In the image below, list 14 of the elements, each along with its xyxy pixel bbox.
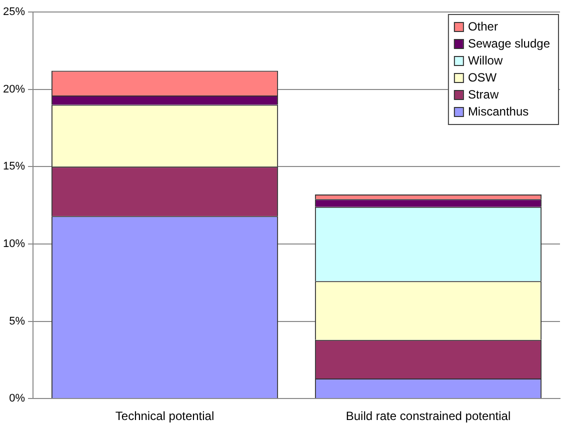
x-tick-label: Technical potential	[115, 409, 214, 424]
legend-label: OSW	[468, 70, 498, 84]
y-tick-label: 20%	[2, 83, 26, 96]
x-tick-label: Build rate constrained potential	[346, 409, 511, 424]
y-tick-label: 15%	[2, 160, 26, 173]
legend-label: Other	[468, 19, 498, 34]
legend-label: Willow	[468, 53, 503, 68]
y-tick-label: 10%	[2, 238, 26, 250]
y-tick-label: 25%	[2, 6, 26, 18]
legend-label: Straw	[468, 87, 499, 102]
y-tick-label: 5%	[9, 315, 26, 328]
legend-label: Sewage sludge	[468, 36, 550, 50]
y-tick-label: 0%	[9, 392, 26, 405]
legend-label: Miscanthus	[468, 104, 529, 118]
